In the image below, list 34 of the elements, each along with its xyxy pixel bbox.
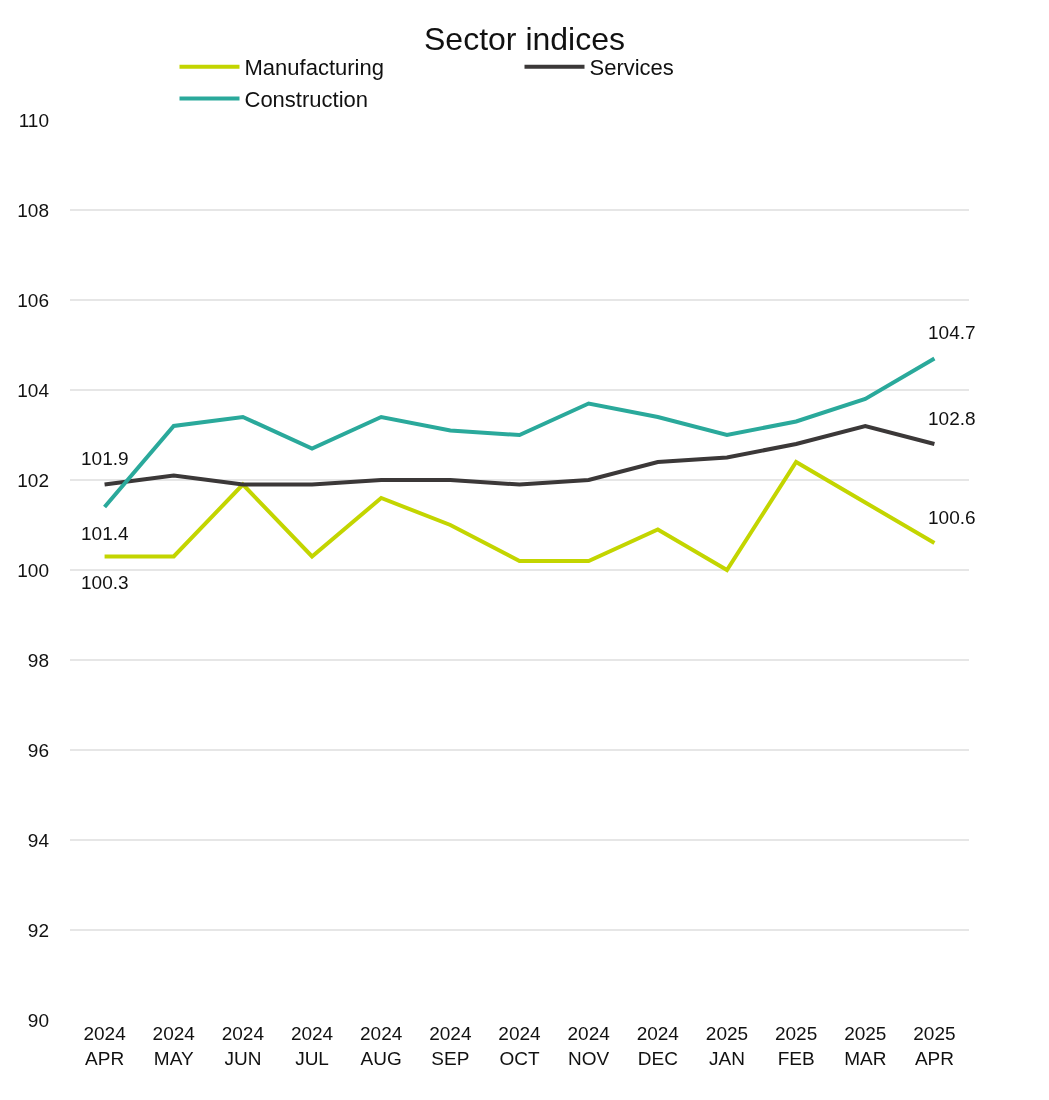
x-tick-label: 2024 JUL <box>290 1023 334 1069</box>
x-tick-label: 2024 NOV <box>567 1023 611 1069</box>
y-tick-label: 102 <box>17 469 49 491</box>
x-tick-label: 2025 MAR <box>844 1023 887 1069</box>
x-tick-label: 2025 JAN <box>705 1023 749 1069</box>
y-tick-label: 110 <box>18 109 49 131</box>
y-tick-label: 92 <box>27 919 49 941</box>
y-tick-label: 104 <box>17 379 50 401</box>
data-label: 102.8 <box>928 408 976 429</box>
x-tick-label: 2024 OCT <box>498 1023 542 1069</box>
legend-label: Construction <box>244 86 369 112</box>
y-tick-label: 100 <box>17 559 49 581</box>
legend-label: Manufacturing <box>244 55 384 81</box>
data-label: 100.3 <box>81 572 129 593</box>
y-tick-label: 90 <box>27 1009 49 1031</box>
x-tick-label: 2024 JUN <box>221 1023 265 1069</box>
x-tick-label: 2024 MAY <box>152 1023 196 1069</box>
y-tick-label: 96 <box>27 739 49 761</box>
data-label: 101.4 <box>81 523 129 544</box>
x-tick-label: 2024 APR <box>83 1023 127 1069</box>
y-tick-label: 98 <box>27 649 49 671</box>
x-tick-label: 2024 AUG <box>360 1023 403 1069</box>
data-label: 100.6 <box>928 507 976 528</box>
legend-label: Services <box>589 55 674 81</box>
x-tick-label: 2025 APR <box>913 1023 956 1069</box>
chart-title: Sector indices <box>424 20 625 57</box>
y-tick-label: 108 <box>17 199 49 221</box>
data-label: 101.9 <box>81 448 129 469</box>
data-label: 104.7 <box>928 322 976 343</box>
y-tick-label: 94 <box>27 829 50 851</box>
y-tick-label: 106 <box>17 289 49 311</box>
x-tick-label: 2024 DEC <box>636 1023 680 1069</box>
x-tick-label: 2025 FEB <box>774 1023 818 1069</box>
x-tick-label: 2024 SEP <box>429 1023 472 1069</box>
